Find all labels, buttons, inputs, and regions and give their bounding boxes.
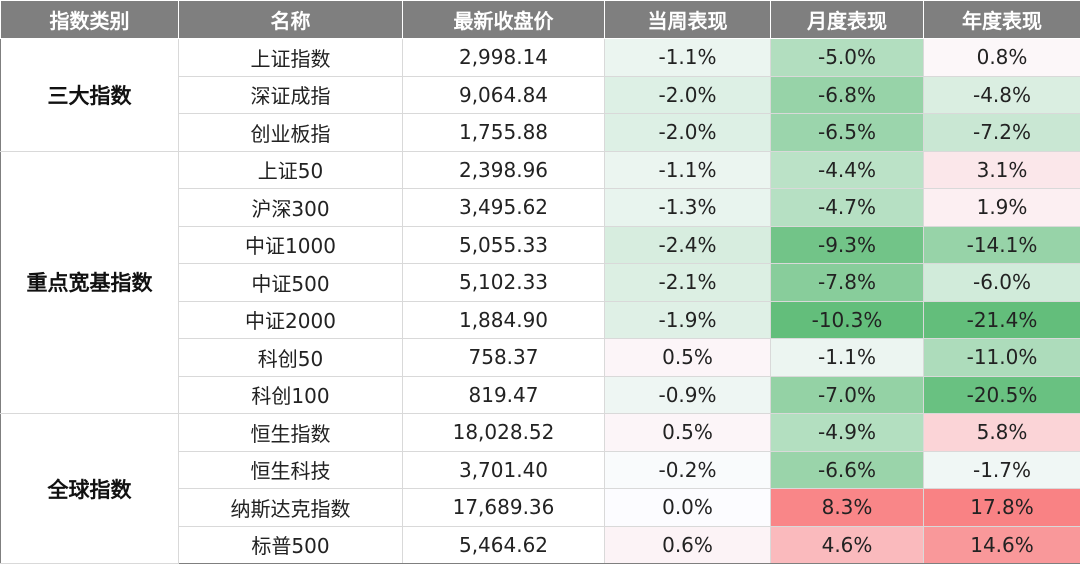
index-name-cell: 中证2000 <box>179 301 403 339</box>
index-name-cell: 上证指数 <box>179 39 403 77</box>
index-name-cell: 科创100 <box>179 376 403 414</box>
month-change-cell: -7.0% <box>771 376 924 414</box>
index-name-cell: 恒生科技 <box>179 451 403 489</box>
index-name-cell: 深证成指 <box>179 76 403 114</box>
week-change-cell: -2.0% <box>605 76 771 114</box>
month-change-cell: -1.1% <box>771 339 924 377</box>
month-change-cell: -4.7% <box>771 189 924 227</box>
header-month: 月度表现 <box>771 1 924 39</box>
header-name: 名称 <box>179 1 403 39</box>
month-change-cell: 4.6% <box>771 526 924 564</box>
week-change-cell: -2.0% <box>605 114 771 152</box>
year-change-cell: -20.5% <box>924 376 1080 414</box>
year-change-cell: 3.1% <box>924 151 1080 189</box>
week-change-cell: 0.0% <box>605 489 771 527</box>
close-price-cell: 3,495.62 <box>403 189 605 227</box>
index-name-cell: 恒生指数 <box>179 414 403 452</box>
header-year: 年度表现 <box>924 1 1080 39</box>
close-price-cell: 1,884.90 <box>403 301 605 339</box>
month-change-cell: -5.0% <box>771 39 924 77</box>
index-name-cell: 中证500 <box>179 264 403 302</box>
index-name-cell: 纳斯达克指数 <box>179 489 403 527</box>
month-change-cell: -6.8% <box>771 76 924 114</box>
close-price-cell: 758.37 <box>403 339 605 377</box>
week-change-cell: -1.1% <box>605 39 771 77</box>
header-week: 当周表现 <box>605 1 771 39</box>
index-name-cell: 创业板指 <box>179 114 403 152</box>
year-change-cell: -7.2% <box>924 114 1080 152</box>
week-change-cell: -2.4% <box>605 226 771 264</box>
week-change-cell: -1.3% <box>605 189 771 227</box>
category-cell: 三大指数 <box>1 39 179 152</box>
close-price-cell: 18,028.52 <box>403 414 605 452</box>
index-name-cell: 上证50 <box>179 151 403 189</box>
month-change-cell: -4.4% <box>771 151 924 189</box>
week-change-cell: -0.2% <box>605 451 771 489</box>
month-change-cell: -6.6% <box>771 451 924 489</box>
year-change-cell: -6.0% <box>924 264 1080 302</box>
month-change-cell: -7.8% <box>771 264 924 302</box>
close-price-cell: 819.47 <box>403 376 605 414</box>
index-name-cell: 科创50 <box>179 339 403 377</box>
close-price-cell: 2,998.14 <box>403 39 605 77</box>
month-change-cell: -10.3% <box>771 301 924 339</box>
year-change-cell: -1.7% <box>924 451 1080 489</box>
year-change-cell: 17.8% <box>924 489 1080 527</box>
year-change-cell: -11.0% <box>924 339 1080 377</box>
year-change-cell: 0.8% <box>924 39 1080 77</box>
year-change-cell: 1.9% <box>924 189 1080 227</box>
year-change-cell: -4.8% <box>924 76 1080 114</box>
close-price-cell: 5,055.33 <box>403 226 605 264</box>
month-change-cell: -4.9% <box>771 414 924 452</box>
index-name-cell: 沪深300 <box>179 189 403 227</box>
week-change-cell: -2.1% <box>605 264 771 302</box>
close-price-cell: 5,464.62 <box>403 526 605 564</box>
header-category: 指数类别 <box>1 1 179 39</box>
year-change-cell: -14.1% <box>924 226 1080 264</box>
close-price-cell: 9,064.84 <box>403 76 605 114</box>
category-cell: 重点宽基指数 <box>1 151 179 414</box>
week-change-cell: 0.5% <box>605 339 771 377</box>
index-name-cell: 中证1000 <box>179 226 403 264</box>
year-change-cell: 14.6% <box>924 526 1080 564</box>
close-price-cell: 3,701.40 <box>403 451 605 489</box>
month-change-cell: -6.5% <box>771 114 924 152</box>
year-change-cell: 5.8% <box>924 414 1080 452</box>
week-change-cell: 0.6% <box>605 526 771 564</box>
week-change-cell: -1.9% <box>605 301 771 339</box>
close-price-cell: 5,102.33 <box>403 264 605 302</box>
header-row: 指数类别 名称 最新收盘价 当周表现 月度表现 年度表现 <box>1 1 1080 39</box>
year-change-cell: -21.4% <box>924 301 1080 339</box>
category-cell: 全球指数 <box>1 414 179 564</box>
month-change-cell: 8.3% <box>771 489 924 527</box>
month-change-cell: -9.3% <box>771 226 924 264</box>
close-price-cell: 17,689.36 <box>403 489 605 527</box>
header-close: 最新收盘价 <box>403 1 605 39</box>
week-change-cell: 0.5% <box>605 414 771 452</box>
close-price-cell: 1,755.88 <box>403 114 605 152</box>
week-change-cell: -0.9% <box>605 376 771 414</box>
week-change-cell: -1.1% <box>605 151 771 189</box>
index-name-cell: 标普500 <box>179 526 403 564</box>
close-price-cell: 2,398.96 <box>403 151 605 189</box>
